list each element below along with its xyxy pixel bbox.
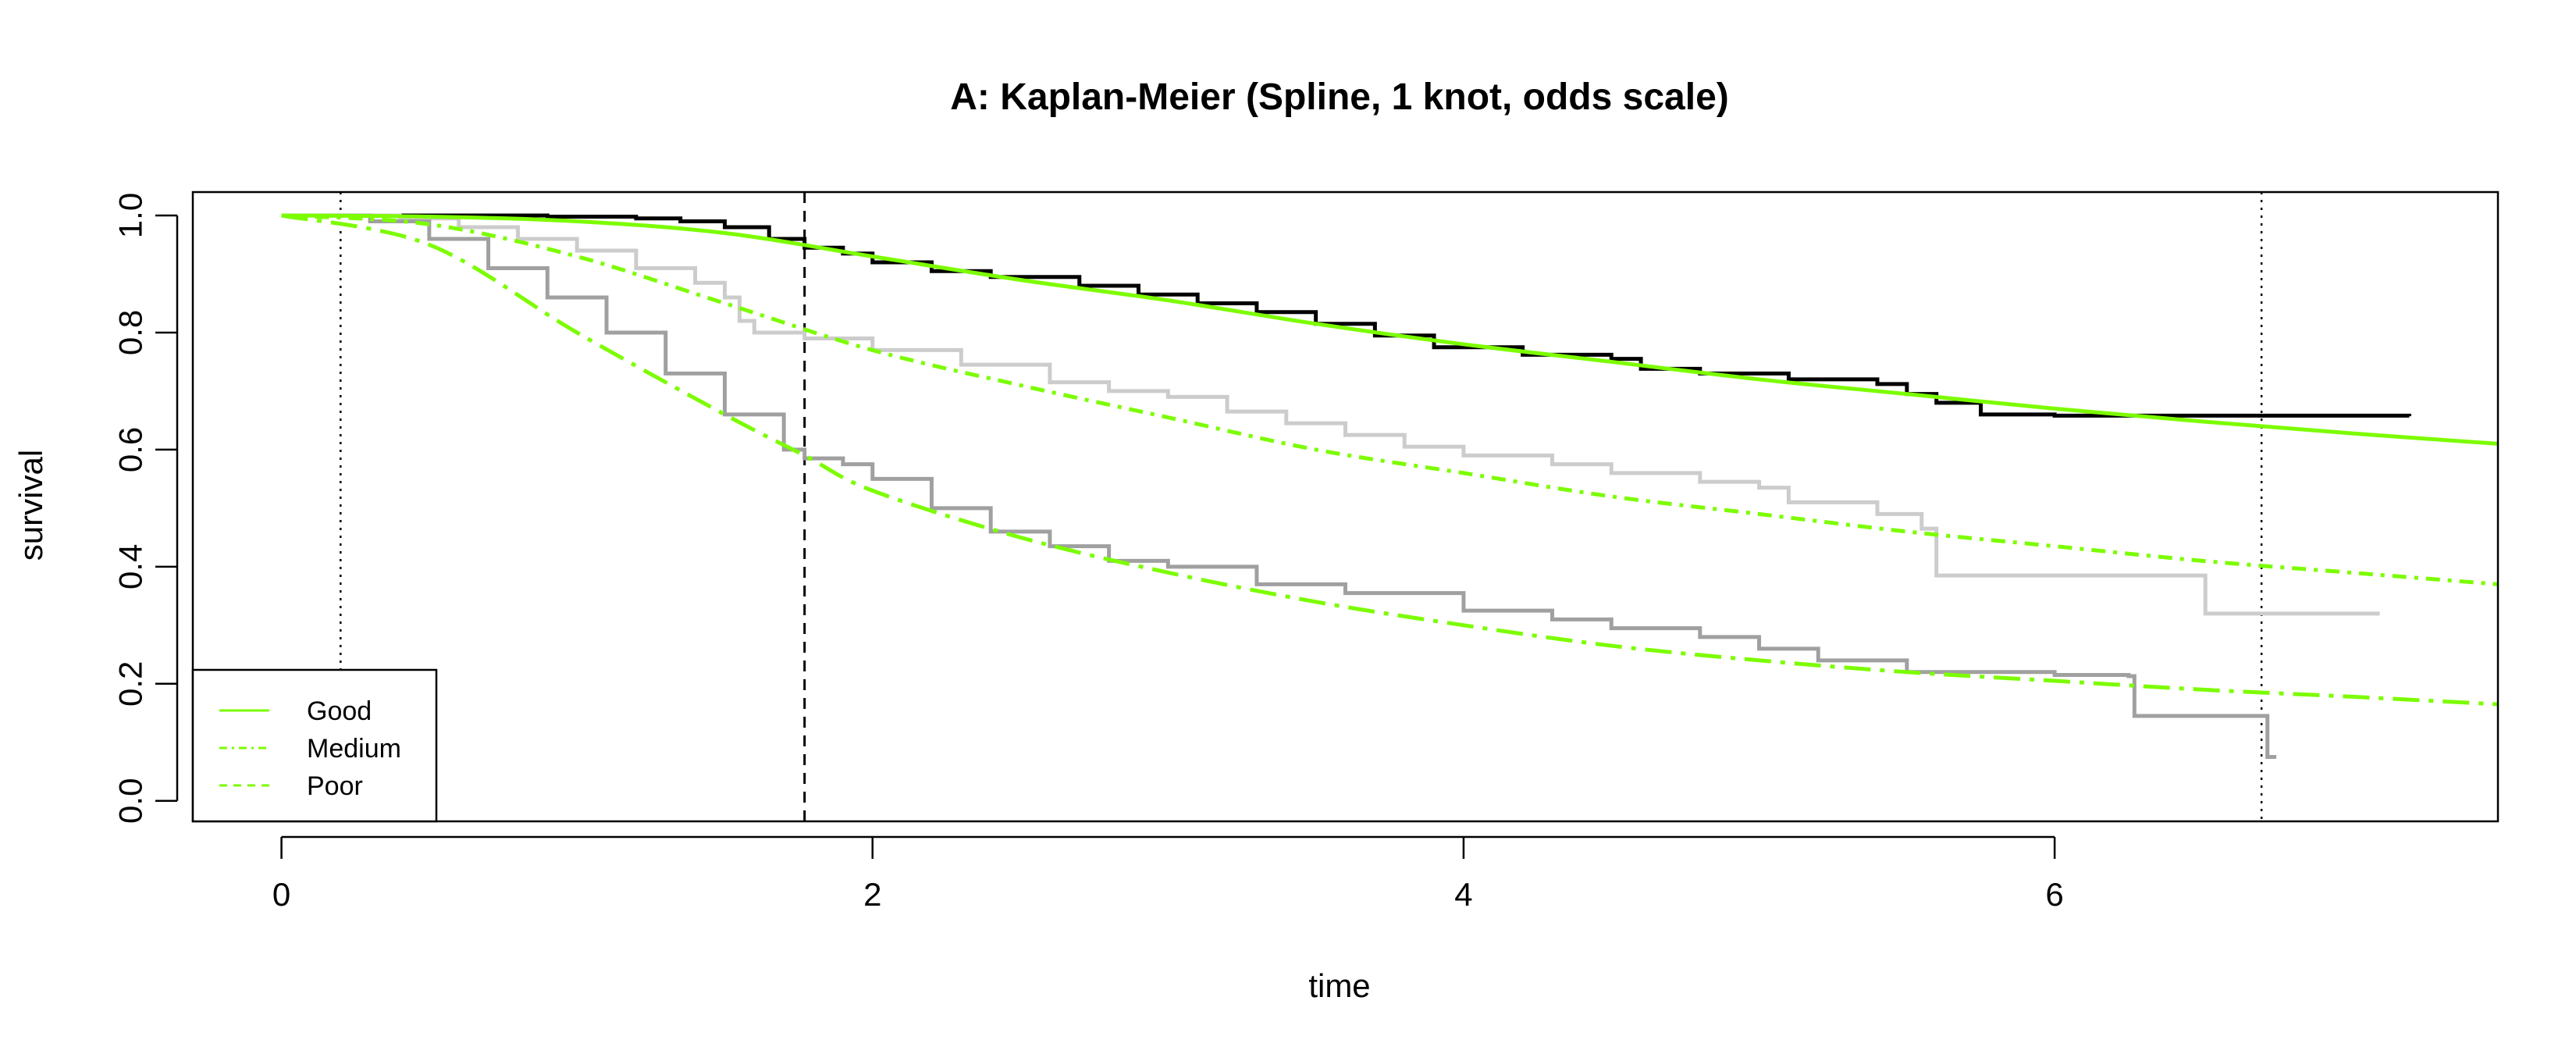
model-curve-poor: [281, 213, 2498, 707]
x-tick-label: 4: [1454, 876, 1472, 913]
legend-label-good: Good: [307, 696, 372, 726]
y-tick-label: 0.6: [112, 427, 149, 472]
y-axis-label: survival: [12, 450, 49, 561]
y-tick-label: 0.2: [112, 661, 149, 707]
chart-title: A: Kaplan-Meier (Spline, 1 knot, odds sc…: [950, 77, 1729, 118]
x-tick-label: 2: [863, 876, 881, 913]
plot-area: 0 2 4 6 0.0 0.2 0.4 0.6 0.8 1.0: [112, 191, 2500, 913]
x-axis-label: time: [1308, 967, 1370, 1004]
legend-label-poor: Poor: [307, 771, 363, 801]
x-tick-label: 0: [272, 876, 290, 913]
legend-label-medium: Medium: [307, 734, 401, 764]
y-tick-label: 0.0: [112, 778, 149, 824]
plot-frame: [191, 191, 2500, 823]
y-tick-label: 0.8: [112, 310, 149, 355]
km-curve-medium: [281, 213, 2380, 616]
y-tick-label: 0.4: [112, 544, 149, 589]
km-curve-poor: [281, 213, 2277, 760]
model-curve-good: [281, 213, 2498, 446]
model-curve-medium: [281, 213, 2498, 586]
legend-box: [191, 668, 438, 823]
y-tick-label: 1.0: [112, 193, 149, 238]
x-tick-label: 6: [2045, 876, 2063, 913]
legend: Good Medium Poor: [191, 668, 438, 823]
km-curve-good: [281, 213, 2411, 418]
